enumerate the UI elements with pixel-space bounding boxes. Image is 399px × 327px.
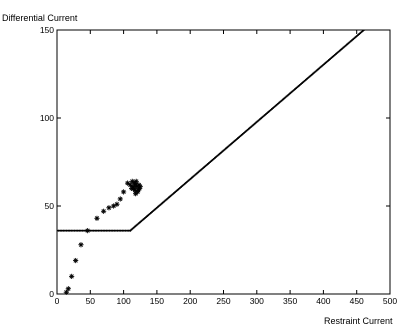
characteristic-dot — [110, 229, 113, 232]
x-tick-label: 50 — [86, 296, 96, 306]
characteristic-dot — [97, 229, 100, 232]
characteristic-dot — [119, 229, 122, 232]
characteristic-dot — [103, 229, 106, 232]
characteristic-dot — [124, 229, 127, 232]
characteristic-dot — [73, 229, 76, 232]
characteristic-dot — [113, 229, 116, 232]
data-point-star — [78, 242, 84, 248]
data-point-star — [114, 201, 120, 207]
characteristic-dot — [81, 229, 84, 232]
characteristic-dot — [368, 25, 370, 27]
data-point-star — [134, 189, 141, 195]
x-tick-label: 500 — [383, 296, 397, 306]
characteristic-dot — [95, 229, 98, 232]
characteristic-dot — [71, 229, 74, 232]
characteristic-dot — [68, 229, 71, 232]
x-tick-label: 450 — [350, 296, 364, 306]
data-point-star — [124, 180, 131, 186]
characteristic-dot — [121, 229, 124, 232]
data-point-star — [94, 215, 100, 221]
x-tick-label: 400 — [316, 296, 330, 306]
characteristic-dot — [118, 229, 121, 232]
characteristic-dot — [116, 229, 119, 232]
characteristic-dot — [100, 229, 103, 232]
characteristic-dot — [60, 229, 63, 232]
characteristic-dot — [122, 229, 125, 232]
characteristic-dot — [70, 229, 73, 232]
characteristic-dot — [362, 30, 366, 31]
characteristic-dot — [106, 229, 110, 232]
data-point-star — [69, 273, 75, 279]
characteristic-dot — [365, 27, 367, 29]
data-point-star — [65, 286, 71, 292]
characteristic-dot — [98, 229, 102, 232]
data-point-star — [101, 208, 107, 214]
data-point-star — [130, 184, 136, 190]
characteristic-dot — [76, 229, 79, 232]
characteristic-dot — [63, 229, 67, 232]
characteristic-dot — [94, 229, 97, 232]
data-point-star — [63, 289, 69, 295]
characteristic-dot — [75, 229, 78, 232]
y-axis-label: Differential Current — [2, 13, 78, 23]
data-point-star — [133, 178, 139, 184]
data-point-star — [117, 196, 123, 202]
characteristic-dot — [83, 229, 86, 232]
characteristic-dot — [105, 229, 108, 232]
characteristic-dot — [57, 229, 60, 232]
y-tick-label: 100 — [40, 113, 54, 123]
characteristic-dot — [65, 229, 68, 232]
characteristic-dot — [59, 229, 62, 232]
x-tick-label: 150 — [150, 296, 164, 306]
y-tick-label: 50 — [45, 201, 55, 211]
characteristic-dot — [79, 229, 82, 232]
characteristic-dot — [114, 229, 117, 232]
characteristic-dot — [108, 229, 111, 232]
x-tick-label: 300 — [250, 296, 264, 306]
x-tick-label: 350 — [283, 296, 297, 306]
characteristic-dot — [126, 229, 129, 232]
characteristic-dot — [111, 229, 114, 232]
data-point-star — [73, 257, 79, 264]
y-tick-label: 150 — [40, 25, 54, 35]
characteristic-dot — [367, 26, 369, 28]
y-tick-label: 0 — [49, 289, 54, 299]
characteristic-dot — [369, 24, 371, 26]
characteristic-dot — [127, 229, 130, 232]
x-tick-label: 250 — [216, 296, 230, 306]
data-point-star — [85, 228, 91, 234]
data-point-star — [132, 187, 138, 193]
characteristic-dot — [92, 229, 95, 232]
plot-area — [56, 29, 391, 295]
characteristic-dot — [78, 229, 81, 232]
x-tick-label: 100 — [117, 296, 131, 306]
x-tick-label: 200 — [183, 296, 197, 306]
characteristic-dot — [90, 229, 94, 232]
x-tick-label: 0 — [55, 296, 60, 306]
data-point-star — [121, 189, 127, 195]
characteristic-dot — [62, 229, 65, 232]
characteristic-dot — [102, 229, 105, 232]
data-point-star — [106, 205, 112, 211]
characteristic-dot — [89, 229, 92, 232]
data-point-star — [136, 182, 142, 188]
x-axis-label: Restraint Current — [324, 316, 393, 326]
characteristic-dot — [67, 229, 70, 232]
